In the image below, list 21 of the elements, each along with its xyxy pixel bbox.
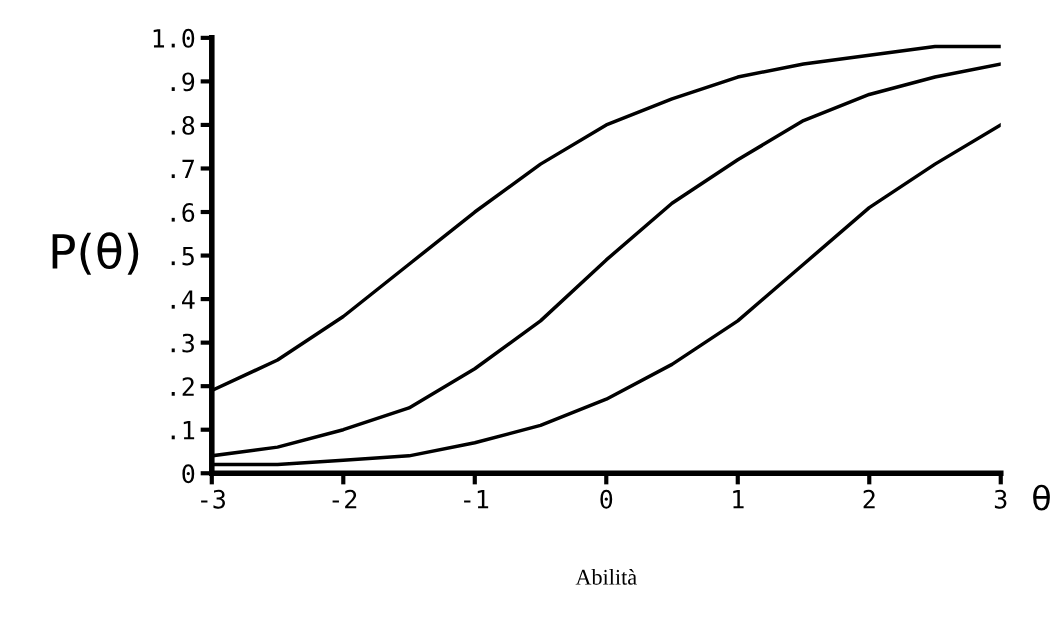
y-tick-label: .2	[171, 377, 194, 396]
x-tick-label: 0	[600, 489, 613, 509]
y-tick-label: .7	[171, 159, 194, 179]
x-tick-label: -2	[332, 489, 357, 509]
x-tick-label: 3	[994, 489, 1007, 509]
x-tick-label: 1	[733, 490, 744, 509]
x-axis-title: Abilità	[575, 569, 637, 585]
y-tick-label: .1	[171, 421, 195, 440]
text: θ	[1033, 484, 1050, 511]
y-tick-label: 0	[182, 464, 195, 484]
y-axis-title: P(θ)	[52, 232, 139, 275]
y-tick-label: .5	[171, 246, 194, 266]
y-tick-label: .4	[171, 290, 195, 309]
y-tick-label: 1.0	[153, 28, 195, 48]
x-tick-label: 2	[863, 489, 875, 509]
x-tick-label: -1	[464, 490, 489, 509]
y-tick-label: .3	[171, 333, 194, 353]
y-tick-label: .6	[171, 203, 195, 222]
y-tick-label: .8	[171, 115, 195, 135]
y-tick-label: .9	[171, 72, 195, 92]
x-tick-label: -3	[201, 489, 225, 509]
